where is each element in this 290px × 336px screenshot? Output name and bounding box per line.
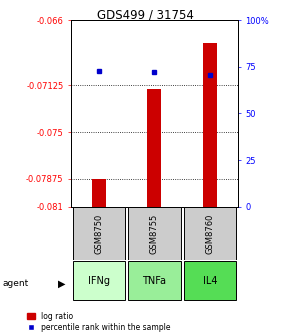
Bar xyxy=(73,261,125,300)
Text: IFNg: IFNg xyxy=(88,276,110,286)
Bar xyxy=(148,88,161,207)
Bar xyxy=(128,207,181,260)
Text: IL4: IL4 xyxy=(203,276,217,286)
Text: TNFa: TNFa xyxy=(142,276,166,286)
Legend: log ratio, percentile rank within the sample: log ratio, percentile rank within the sa… xyxy=(27,312,170,332)
Bar xyxy=(92,179,106,207)
Bar xyxy=(73,207,125,260)
Text: GSM8760: GSM8760 xyxy=(206,213,215,254)
Bar xyxy=(128,261,181,300)
Text: ▶: ▶ xyxy=(58,279,65,289)
Bar xyxy=(203,43,217,207)
Text: GSM8750: GSM8750 xyxy=(94,213,103,254)
Text: agent: agent xyxy=(3,280,29,288)
Bar xyxy=(184,261,236,300)
Text: GDS499 / 31754: GDS499 / 31754 xyxy=(97,8,193,22)
Bar xyxy=(184,207,236,260)
Text: GSM8755: GSM8755 xyxy=(150,213,159,254)
